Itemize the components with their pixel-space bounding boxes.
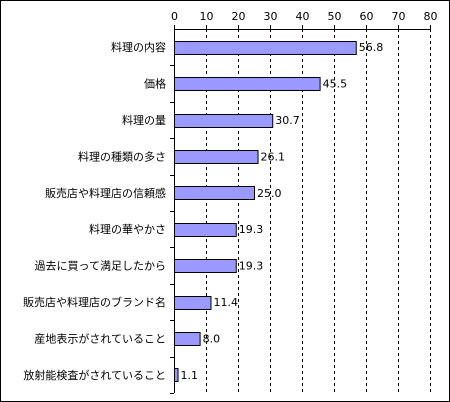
bars <box>174 41 357 382</box>
value-label-4: 25.0 <box>257 187 282 200</box>
bar-0 <box>174 41 357 55</box>
category-label-3: 料理の種類の多さ <box>78 149 166 163</box>
value-label-7: 11.4 <box>213 296 238 309</box>
bar-7 <box>174 296 212 310</box>
value-label-8: 8.0 <box>203 332 221 345</box>
bar-8 <box>174 332 201 346</box>
value-label-2: 30.7 <box>275 114 300 127</box>
category-label-9: 放射能検査がされていること <box>23 368 166 382</box>
category-label-5: 料理の華やかさ <box>89 222 166 236</box>
x-tick-label-20: 20 <box>232 10 246 23</box>
x-tick-label-10: 10 <box>200 10 214 23</box>
axes <box>170 25 431 394</box>
x-tick-label-80: 80 <box>424 10 438 23</box>
value-label-1: 45.5 <box>323 78 348 91</box>
category-label-2: 料理の量 <box>122 113 166 127</box>
bar-5 <box>174 223 237 237</box>
category-label-6: 過去に買って満足したから <box>35 260 166 273</box>
value-label-0: 56.8 <box>359 41 384 54</box>
category-label-8: 産地表示がされていること <box>34 331 166 345</box>
x-tick-label-30: 30 <box>264 10 278 23</box>
x-tick-label-60: 60 <box>360 10 374 23</box>
value-label-3: 26.1 <box>261 150 286 163</box>
category-label-4: 販売店や料理店の信頼感 <box>45 186 166 200</box>
bar-3 <box>174 150 259 164</box>
x-tick-label-70: 70 <box>392 10 406 23</box>
labels: 0 10 20 30 40 50 60 70 80 料理の内容 56.8 価格 45.5 料理の量 30.7… <box>23 10 438 382</box>
value-label-5: 19.3 <box>239 223 264 236</box>
value-label-6: 19.3 <box>239 260 264 273</box>
value-label-9: 1.1 <box>181 369 199 382</box>
bar-2 <box>174 114 274 128</box>
bar-6 <box>174 259 237 273</box>
category-label-7: 販売店や料理店のブランド名 <box>23 295 166 309</box>
category-label-0: 料理の内容 <box>111 40 166 54</box>
x-tick-label-0: 0 <box>171 10 178 23</box>
category-label-1: 価格 <box>144 77 166 91</box>
x-tick-label-40: 40 <box>296 10 310 23</box>
bar-9 <box>174 368 179 382</box>
bar-1 <box>174 77 321 91</box>
x-tick-label-50: 50 <box>328 10 342 23</box>
bar-4 <box>174 186 255 200</box>
